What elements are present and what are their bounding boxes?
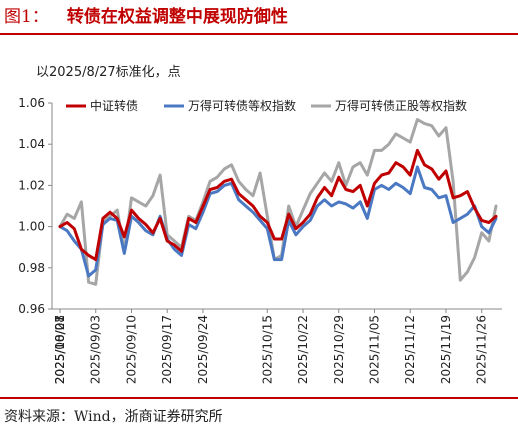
- legend-label-2: 万得可转债等权指数: [188, 98, 296, 113]
- y-tick-label: 0.96: [18, 302, 45, 316]
- series-line-2: [58, 165, 498, 278]
- x-tick-label: 2025/10/22: [296, 315, 310, 384]
- x-tick-label: 2025/10/29: [332, 315, 346, 384]
- x-tick-label: 2025/11/26: [475, 315, 489, 384]
- series-line-3: [58, 118, 498, 286]
- chart-lines: [58, 118, 498, 286]
- bottom-rule: [0, 397, 518, 399]
- y-tick-label: 1.00: [18, 220, 45, 234]
- x-tick-label: 2025/08/27: [53, 315, 67, 384]
- series-line-1: [58, 148, 498, 262]
- y-tick-label: 0.98: [18, 261, 45, 275]
- x-tick-label: 2025/09/10: [124, 315, 138, 384]
- y-tick-label: 1.04: [18, 137, 45, 151]
- figure-title-bar: 图1： 转债在权益调整中展现防御性: [0, 3, 518, 31]
- y-axis-unit-label: 以2025/8/27标准化，点: [36, 65, 181, 80]
- figure-title: 转债在权益调整中展现防御性: [66, 7, 288, 27]
- x-tick-label: 2025/09/24: [196, 315, 210, 384]
- x-tick-label: 2025/11/05: [367, 315, 381, 384]
- legend-label-3: 万得可转债正股等权指数: [335, 98, 467, 113]
- x-tick-label: 2025/09/17: [160, 315, 174, 384]
- x-tick-label: 2025/10/15: [260, 315, 274, 384]
- x-tick-label: 2025/11/12: [403, 315, 417, 384]
- y-tick-label: 1.02: [18, 178, 45, 192]
- x-tick-label: 2025/10/01: [53, 315, 67, 384]
- x-tick-label: 2025/10/08: [53, 315, 67, 384]
- chart-axes: 0.96 0.98 1.00 1.02 1.04 1.06 2025/08/27 2025/0…: [18, 96, 502, 384]
- legend-label-1: 中证转债: [90, 98, 138, 113]
- x-tick-label: 2025/09/03: [89, 315, 103, 384]
- y-tick-label: 1.06: [18, 96, 45, 110]
- chart-legend: 中证转债 万得可转债等权指数 万得可转债正股等权指数: [66, 98, 467, 113]
- top-rule: [0, 33, 518, 35]
- figure-label: 图1：: [4, 7, 49, 27]
- source-note: 资料来源：Wind，浙商证券研究所: [4, 409, 223, 425]
- x-tick-label: 2025/11/19: [439, 315, 453, 384]
